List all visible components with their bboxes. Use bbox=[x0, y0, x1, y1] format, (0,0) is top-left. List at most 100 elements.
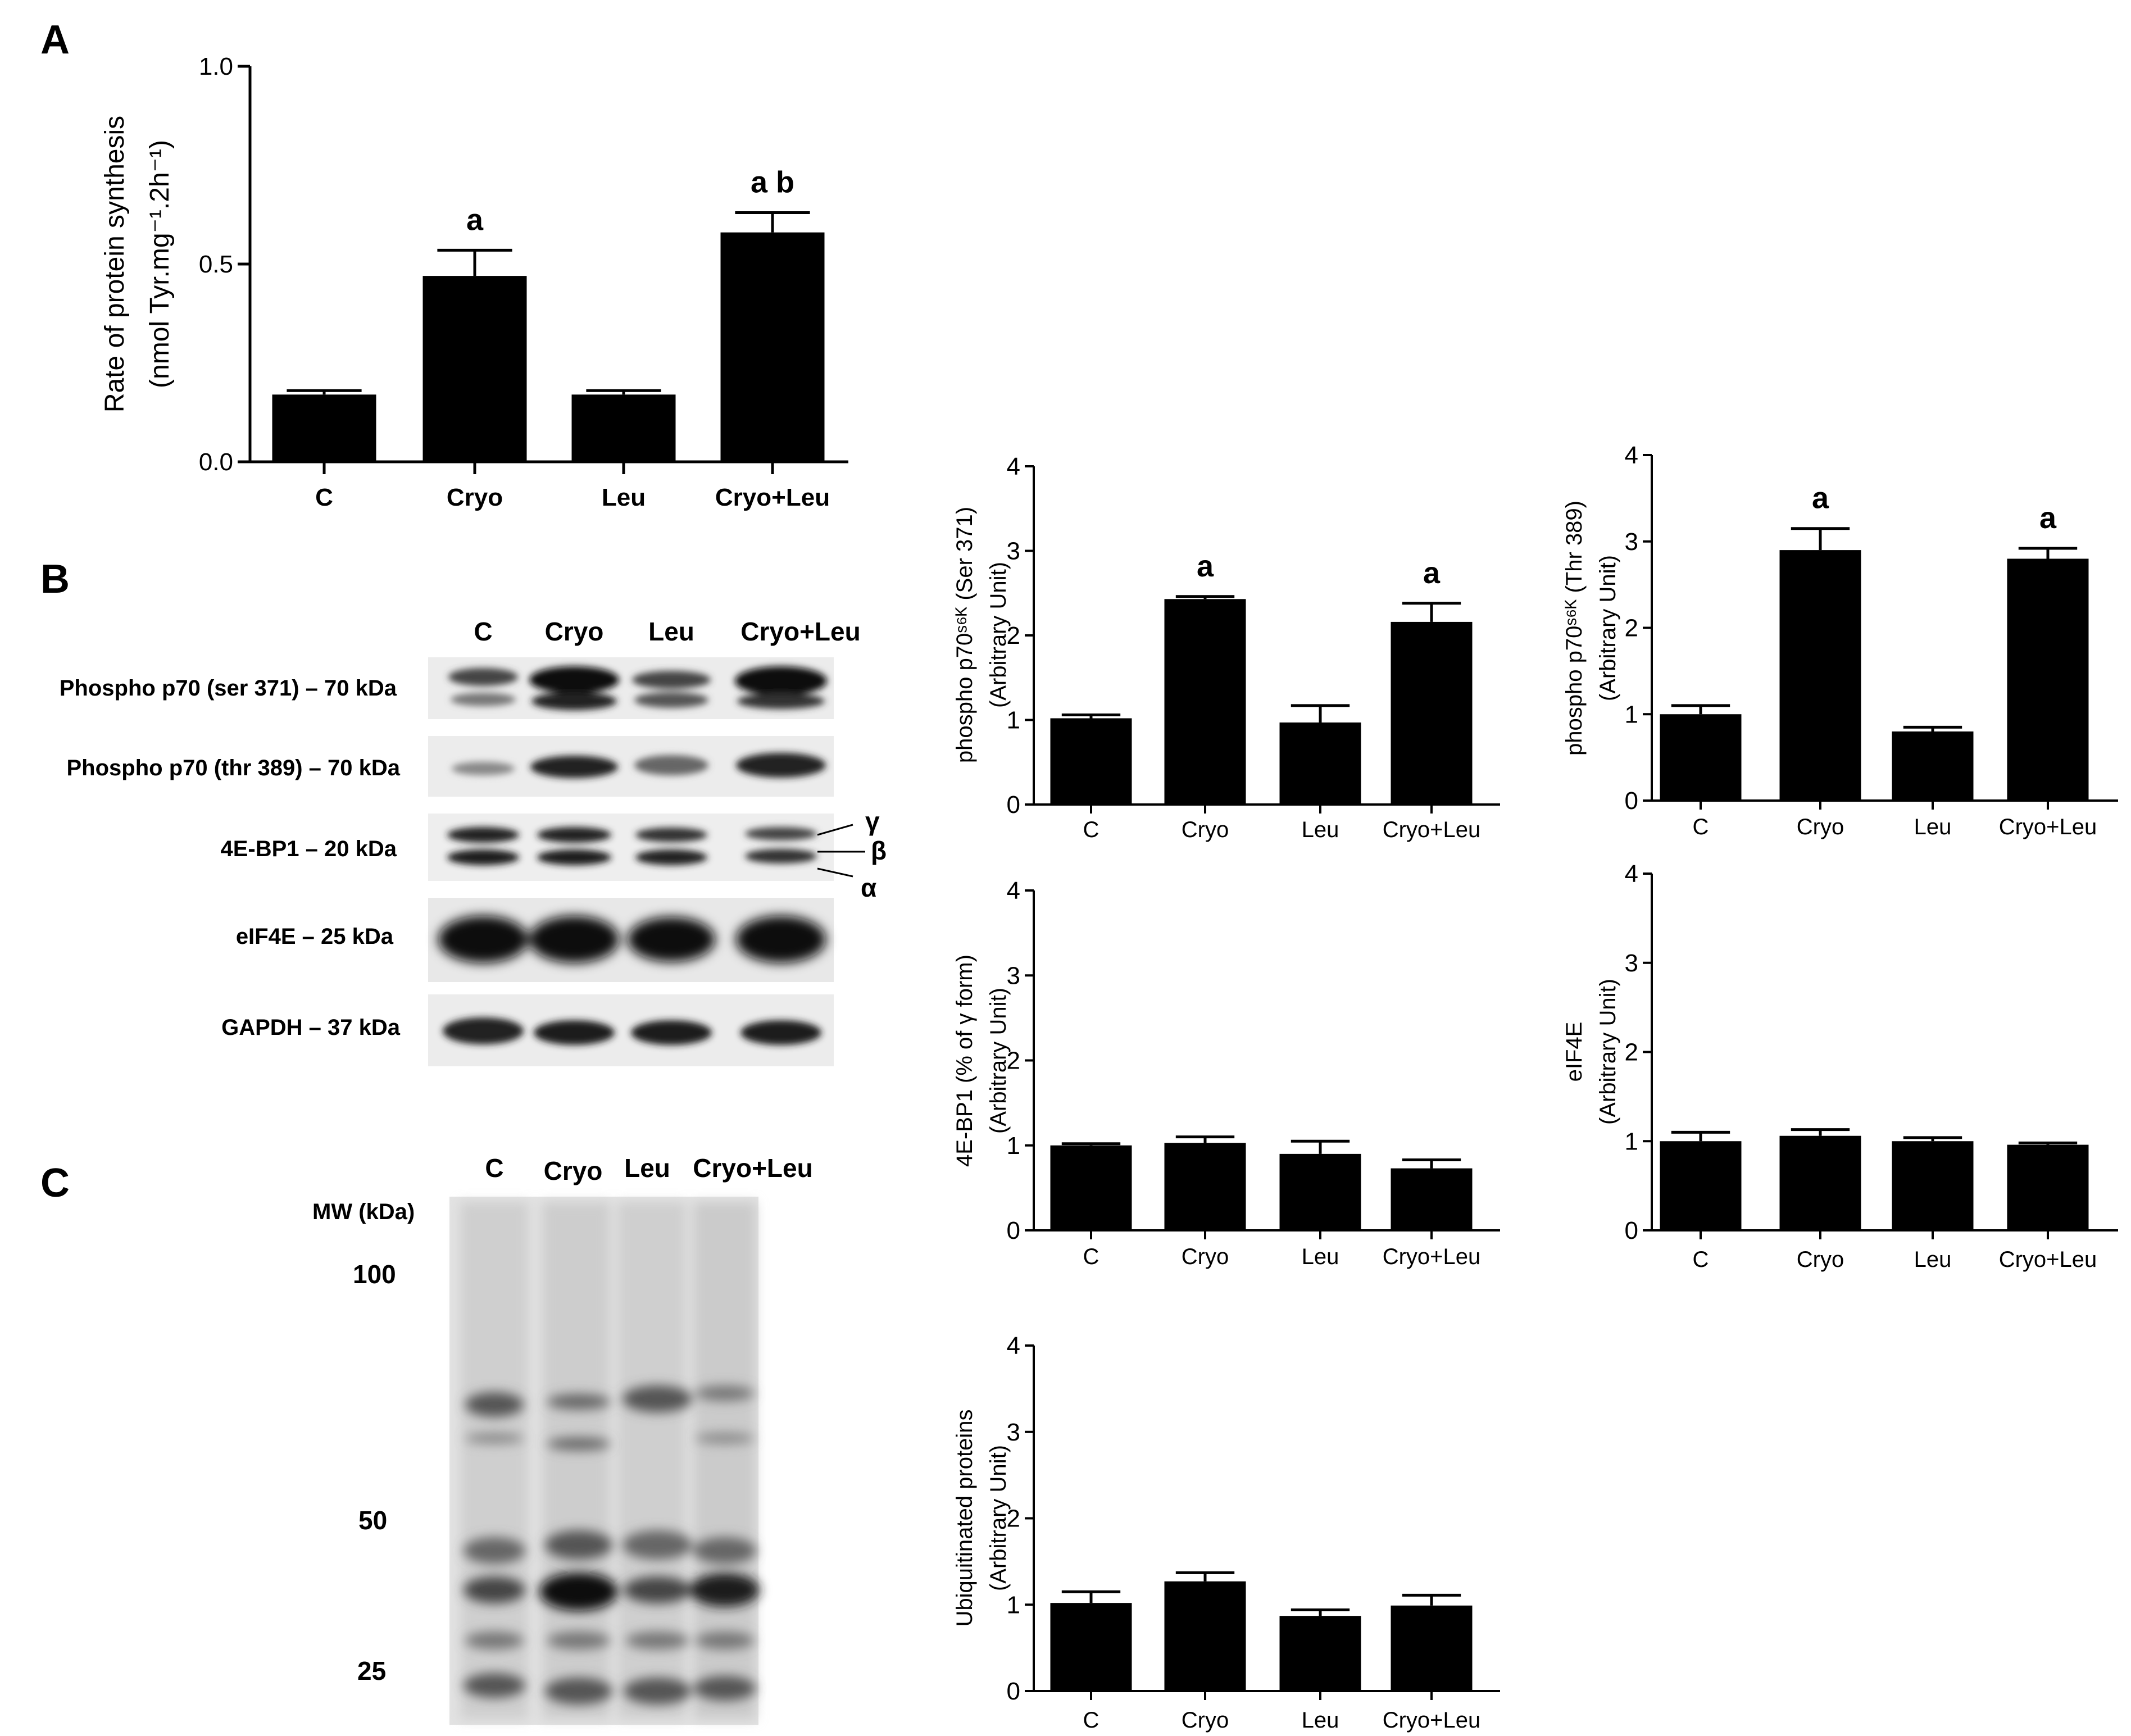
y-tick-label: 1 bbox=[1625, 701, 1638, 728]
panel-letter-b: B bbox=[40, 557, 70, 602]
blot-band bbox=[696, 1632, 754, 1649]
blot-band bbox=[628, 917, 715, 962]
x-tick-label: Cryo bbox=[447, 484, 503, 511]
significance-label: a b bbox=[751, 165, 794, 199]
x-tick-label: C bbox=[1083, 1708, 1099, 1733]
mw-mark: 50 bbox=[358, 1506, 387, 1535]
blot-band bbox=[464, 1537, 525, 1564]
x-tick-label: C bbox=[1693, 1247, 1709, 1272]
x-tick-label: Leu bbox=[1302, 1244, 1339, 1269]
chart-eif4e: 0 1 2 3 4 C Cryo Leu Cryo+Leu eIF4E (Arbitrary Uni… bbox=[1562, 860, 2118, 1272]
bar bbox=[1050, 1603, 1132, 1691]
x-tick-label: Leu bbox=[602, 484, 646, 511]
blot-band bbox=[465, 1433, 524, 1444]
x-tick-label: Leu bbox=[1302, 817, 1339, 842]
chart-4ebp1: 0 1 2 3 4 C Cryo Leu Cryo+Leu 4E-BP1 (% of γ form… bbox=[952, 877, 1500, 1269]
blot-band bbox=[635, 849, 707, 865]
form-gamma-line bbox=[817, 824, 853, 836]
blot-b-row-label: eIF4E – 25 kDa bbox=[236, 924, 394, 949]
form-alpha-label: α bbox=[861, 873, 876, 902]
x-tick-label: Cryo bbox=[1797, 1247, 1844, 1272]
blot-band bbox=[545, 1530, 612, 1560]
y-tick-label: 0 bbox=[1625, 787, 1638, 815]
blot-band bbox=[464, 1673, 525, 1698]
blot-band bbox=[529, 916, 619, 963]
y-axis-label-unit: (Arbitrary Unit) bbox=[986, 562, 1011, 708]
x-tick-label: Cryo+Leu bbox=[715, 484, 830, 511]
significance-label: a bbox=[1423, 556, 1441, 590]
mw-title: MW (kDa) bbox=[312, 1199, 415, 1224]
bar bbox=[2007, 558, 2089, 801]
blot-band bbox=[537, 849, 611, 865]
y-tick-label: 2 bbox=[1007, 1505, 1020, 1533]
blot-band bbox=[735, 666, 827, 696]
blot-b-lane-label: Cryo+Leu bbox=[740, 617, 860, 646]
bar bbox=[1892, 1141, 1974, 1230]
y-tick-label: 4 bbox=[1007, 453, 1020, 480]
blot-band bbox=[624, 1678, 691, 1705]
y-tick-label: 3 bbox=[1007, 538, 1020, 565]
blot-band bbox=[696, 1433, 754, 1444]
blot-c-lane-label: Leu bbox=[624, 1153, 670, 1183]
y-tick-label: 0 bbox=[1007, 1217, 1020, 1244]
mw-mark: 25 bbox=[357, 1656, 386, 1685]
bar bbox=[1164, 599, 1246, 805]
bar bbox=[272, 394, 376, 462]
y-axis-label-unit: (Arbitrary Unit) bbox=[1596, 979, 1620, 1125]
chart-phospho-p70-ser371: 0 1 2 3 4 C Cryo a Leu Cryo+Leu a phospho p70ˢ⁶ᴷ (S… bbox=[952, 453, 1500, 842]
y-tick-label: 1 bbox=[1007, 1591, 1020, 1619]
chart-phospho-p70-thr389: 0 1 2 3 4 C Cryo a Leu Cryo+Leu a phospho p70ˢ⁶ᴷ (T… bbox=[1562, 442, 2118, 839]
bar bbox=[1779, 550, 1861, 801]
blot-b-lane-label: Leu bbox=[648, 617, 694, 646]
blot-band bbox=[635, 828, 707, 842]
bar bbox=[1164, 1581, 1246, 1691]
y-tick-label: 0.5 bbox=[199, 251, 233, 278]
blot-strip-4ebp1 bbox=[428, 814, 834, 881]
blot-band bbox=[623, 1385, 692, 1412]
y-tick-label: 0.0 bbox=[199, 448, 233, 476]
blot-b-row-label: 4E-BP1 – 20 kDa bbox=[220, 837, 397, 861]
western-blot-b: C Cryo Leu Cryo+Leu Phospho p70 (ser 371… bbox=[60, 617, 887, 1066]
x-tick-label: Cryo+Leu bbox=[1999, 815, 2097, 839]
blot-b-row-label: Phospho p70 (thr 389) – 70 kDa bbox=[66, 756, 400, 780]
blot-b-row-label: GAPDH – 37 kDa bbox=[221, 1015, 401, 1040]
blot-band bbox=[694, 1676, 756, 1701]
y-tick-label: 0 bbox=[1625, 1217, 1638, 1244]
significance-label: a bbox=[2039, 501, 2057, 535]
bar bbox=[1391, 1605, 1473, 1691]
x-tick-label: C bbox=[315, 484, 333, 511]
y-tick-label: 3 bbox=[1625, 528, 1638, 556]
blot-band bbox=[631, 1020, 712, 1045]
blot-band bbox=[745, 827, 817, 840]
panel-letter-c: C bbox=[40, 1161, 70, 1206]
chart-ubiquitinated-proteins: 0 1 2 3 4 C Cryo Leu Cryo+Leu Ubiquitinated prote… bbox=[952, 1332, 1500, 1733]
blot-band bbox=[438, 916, 528, 963]
y-tick-label: 1 bbox=[1007, 1132, 1020, 1160]
bar bbox=[1892, 731, 1974, 801]
y-axis-label-unit: (Arbitrary Unit) bbox=[1596, 555, 1620, 701]
x-tick-label: Leu bbox=[1914, 815, 1952, 839]
blot-c-lane-label: C bbox=[485, 1153, 503, 1183]
blot-band bbox=[465, 1392, 524, 1417]
blot-band bbox=[530, 756, 618, 778]
y-tick-label: 0 bbox=[1007, 1678, 1020, 1705]
bar bbox=[1279, 722, 1361, 805]
x-tick-label: Leu bbox=[1914, 1247, 1952, 1272]
blot-band bbox=[634, 755, 708, 775]
y-tick-label: 2 bbox=[1625, 615, 1638, 642]
mw-mark: 100 bbox=[353, 1260, 396, 1289]
bar bbox=[1279, 1153, 1361, 1230]
blot-band bbox=[529, 666, 619, 693]
blot-band bbox=[634, 692, 708, 708]
blot-band bbox=[736, 753, 826, 778]
bar bbox=[1660, 714, 1742, 801]
y-axis-label: phospho p70ˢ⁶ᴷ (Ser 371) bbox=[952, 507, 977, 763]
y-tick-label: 3 bbox=[1007, 962, 1020, 989]
y-tick-label: 1 bbox=[1625, 1128, 1638, 1155]
y-tick-label: 4 bbox=[1007, 1332, 1020, 1360]
bar bbox=[571, 394, 676, 462]
bar bbox=[422, 276, 527, 462]
blot-band bbox=[443, 1017, 524, 1044]
blot-band bbox=[465, 1632, 524, 1649]
